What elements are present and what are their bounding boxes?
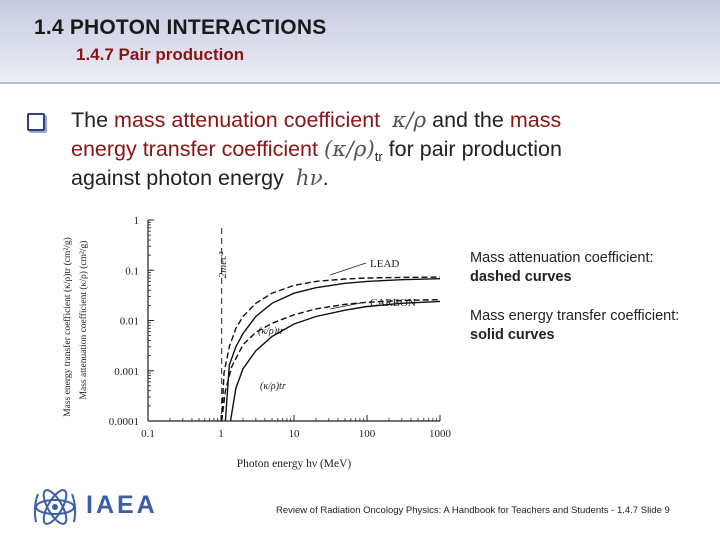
h-nu-symbol: hν xyxy=(295,166,323,191)
x-tick-label: 1000 xyxy=(429,428,452,440)
solid-note-value: solid curves xyxy=(470,327,555,343)
header-divider xyxy=(0,82,720,84)
slide-title: 1.4 PHOTON INTERACTIONS xyxy=(34,16,327,39)
bullet-line-1: The mass attenuation coefficient κ/ρ and… xyxy=(71,108,561,133)
red-term-mass-attenuation: mass attenuation coefficient xyxy=(114,108,381,132)
slide-subtitle: 1.4.7 Pair production xyxy=(76,45,245,64)
y-tick-label: 0.001 xyxy=(114,366,139,378)
dashed-note-value: dashed curves xyxy=(470,269,572,285)
y-tick-label: 0.0001 xyxy=(109,416,139,428)
y-axis-label-inner: Mass attenuation coefficient (κ/ρ) (cm²/… xyxy=(78,241,89,400)
x-tick-label: 0.1 xyxy=(141,428,155,440)
leader-line-lead xyxy=(329,262,367,276)
red-term-energy-transfer: energy transfer coefficient xyxy=(71,137,318,161)
x-tick-label: 100 xyxy=(359,428,376,440)
iaea-logo-text: IAEA xyxy=(86,491,158,519)
text-fragment: for pair production xyxy=(382,137,562,161)
slide-header xyxy=(0,0,720,82)
x-axis-label: Photon energy hν (MeV) xyxy=(237,458,352,470)
threshold-label: 2mec² xyxy=(217,251,229,278)
footer-citation: Review of Radiation Oncology Physics: A … xyxy=(276,505,670,516)
x-tick-label: 10 xyxy=(289,428,301,440)
bullet-line-2: energy transfer coefficient (κ/ρ)tr for … xyxy=(71,137,562,164)
kappa-rho-symbol: κ/ρ xyxy=(392,108,427,133)
annotation-carbon: CARBON xyxy=(370,297,416,309)
series-line-carbon-dashed xyxy=(221,298,441,422)
bullet-line-3: against photon energy hν. xyxy=(71,166,329,191)
text-fragment: . xyxy=(322,166,329,190)
kappa-rho-tr-symbol: (κ/ρ) xyxy=(323,137,375,162)
annotation-lead: LEAD xyxy=(370,258,399,270)
checkbox-bullet-icon xyxy=(27,113,45,131)
dashed-note-label: Mass attenuation coefficient: xyxy=(470,250,654,266)
y-tick-label: 0.1 xyxy=(125,265,139,277)
red-term-mass: mass xyxy=(509,108,562,132)
leader-line-carbon xyxy=(329,301,367,310)
series-line-lead-dashed xyxy=(221,276,441,422)
y-tick-label: 0.01 xyxy=(120,316,139,328)
solid-note-label: Mass energy transfer coefficient: xyxy=(470,308,680,324)
series-line-lead-solid xyxy=(224,278,441,422)
annotation-carbon-tr: (κ/ρ)tr xyxy=(260,381,286,392)
iaea-logo-icon xyxy=(33,489,77,525)
text-fragment: The xyxy=(71,108,115,132)
y-axis-label-outer: Mass energy transfer coefficient (κ/ρ)tr… xyxy=(62,237,73,417)
pair-production-chart: Mass energy transfer coefficient (κ/ρ)tr… xyxy=(62,215,452,470)
text-fragment: and the xyxy=(426,108,510,132)
text-fragment: against photon energy xyxy=(71,166,284,190)
x-tick-label: 1 xyxy=(218,428,224,440)
series-line-carbon-solid xyxy=(229,300,441,422)
annotation-lead-tr: (κ/ρ)tr xyxy=(258,326,284,337)
y-tick-label: 1 xyxy=(134,215,140,227)
subscript-tr: tr xyxy=(374,149,383,164)
